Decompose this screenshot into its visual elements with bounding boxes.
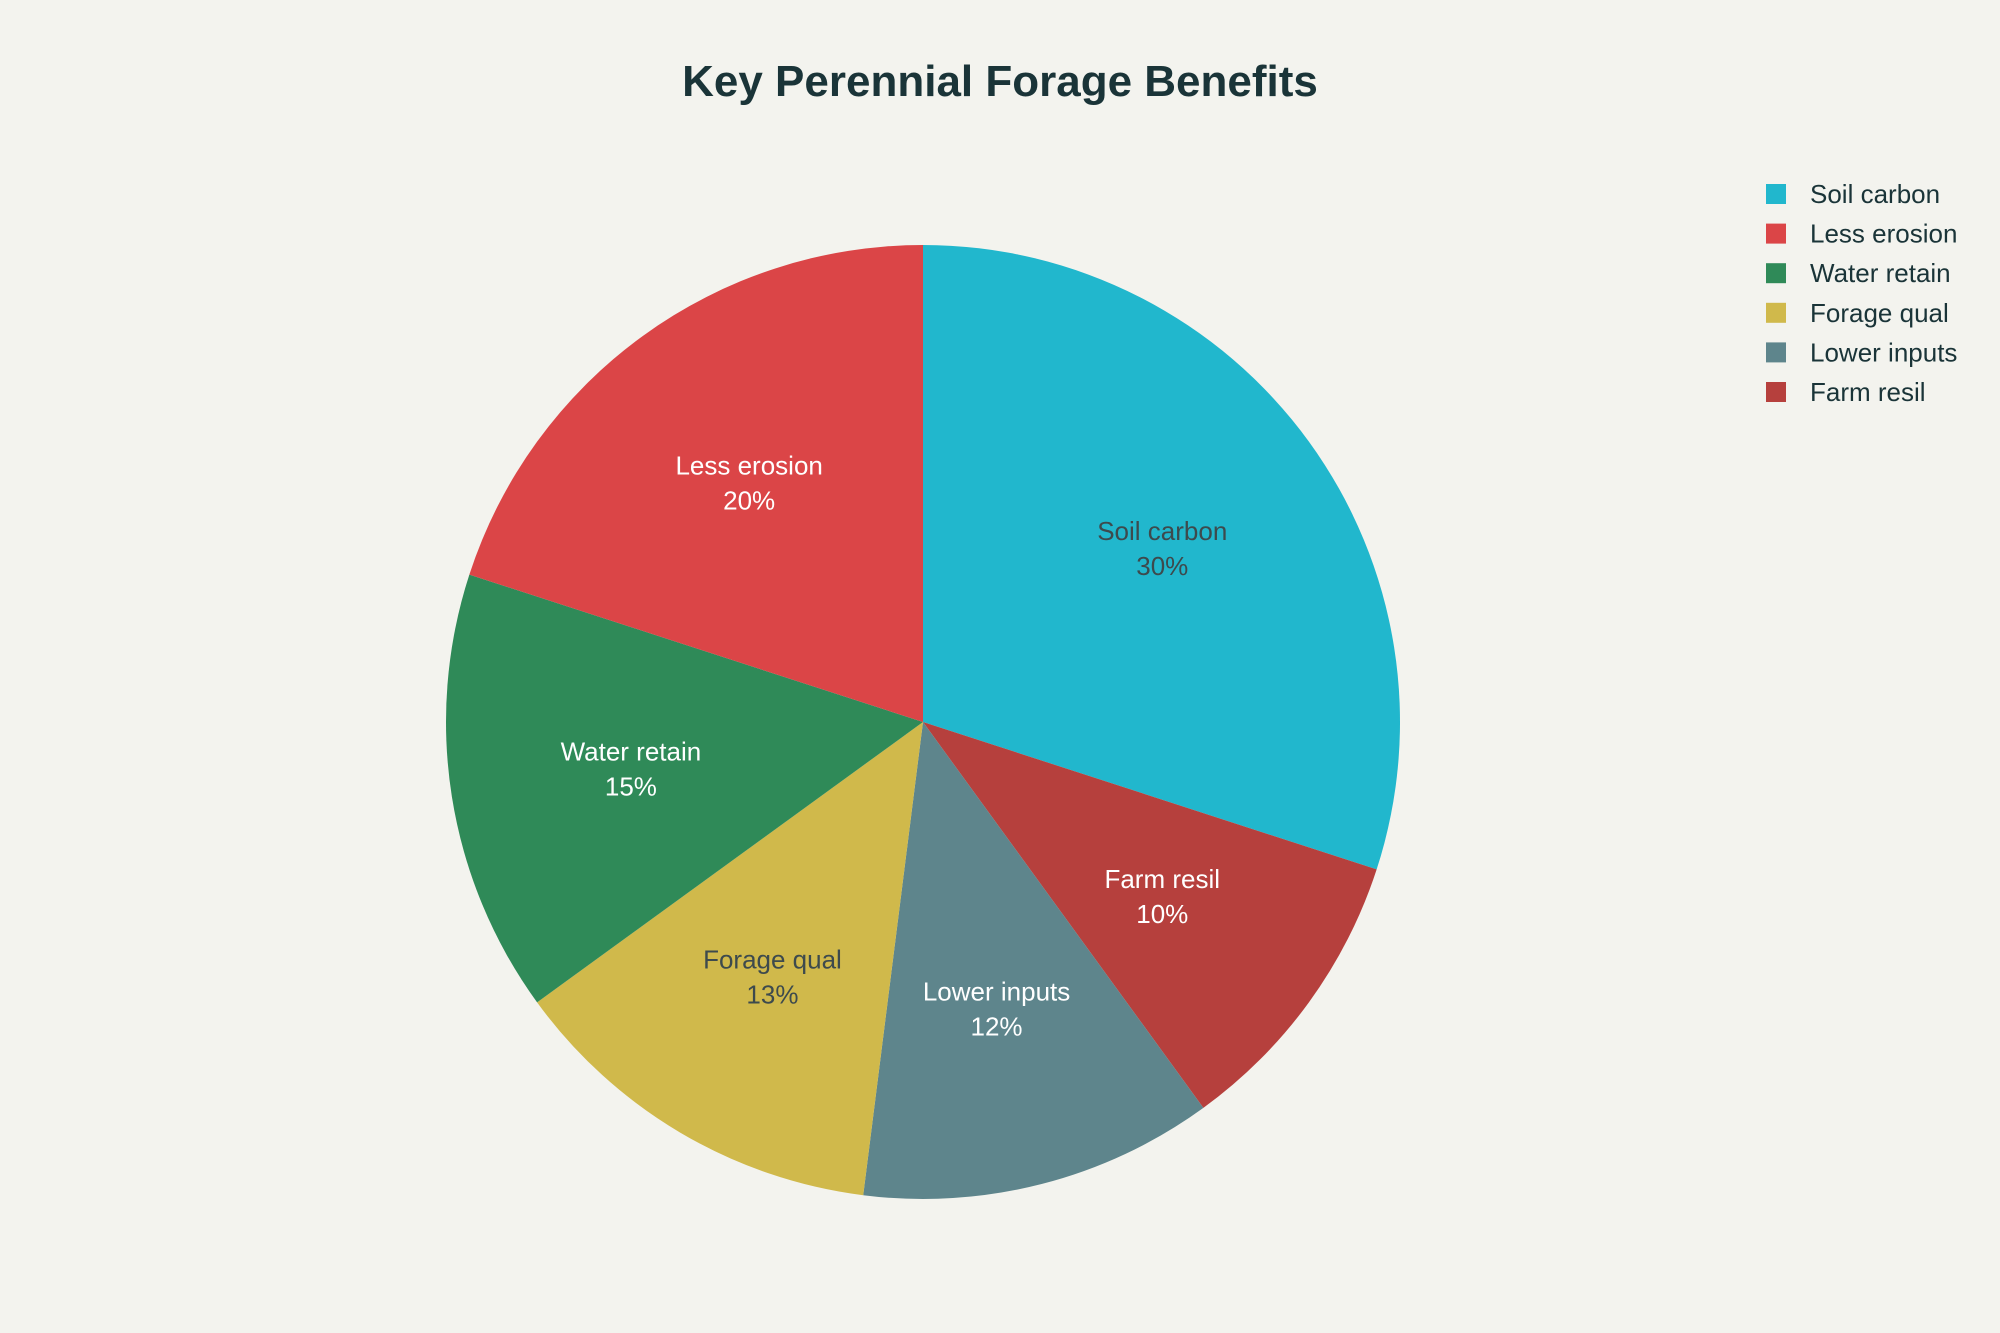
legend-item-soil-carbon[interactable]: Soil carbon [1766,179,1940,209]
legend-item-lower-inputs[interactable]: Lower inputs [1766,337,1957,367]
slice-labels: Soil carbon 30% Farm resil 10% Lower inputs 1… [561,451,1228,1042]
legend-label: Forage qual [1810,298,1949,328]
legend-swatch [1766,342,1786,363]
pie-slice-soil-carbon [923,245,1400,870]
legend-swatch [1766,184,1786,204]
chart-title: Key Perennial Forage Benefits [682,57,1318,106]
pie-slice-lower-inputs [863,722,1204,1199]
legend-item-farm-resil[interactable]: Farm resil [1766,377,1926,407]
legend-swatch [1766,382,1786,402]
legend-swatch [1766,263,1786,284]
legend-label: Farm resil [1810,377,1926,407]
legend-label: Soil carbon [1810,179,1940,209]
legend-swatch [1766,302,1786,323]
legend-label: Water retain [1810,258,1951,288]
pie-slice-water-retain [445,574,923,1003]
pie-slice-farm-resil [923,722,1377,1108]
legend: Soil carbon Less erosion Water retain Forag… [1766,179,1957,407]
legend-item-water-retain[interactable]: Water retain [1766,258,1951,288]
legend-swatch [1766,223,1786,244]
slice-label-less-erosion: Less erosion 20% [675,451,822,516]
pie-slice-less-erosion [469,245,923,722]
legend-label: Less erosion [1810,219,1957,249]
pie-slices [445,245,1400,1199]
slice-label-farm-resil: Farm resil 10% [1104,864,1220,929]
pie-slice-forage-qual [537,722,923,1196]
legend-item-forage-qual[interactable]: Forage qual [1766,298,1949,328]
legend-label: Lower inputs [1810,337,1957,367]
slice-label-forage-qual: Forage qual 13% [703,945,842,1010]
slice-label-soil-carbon: Soil carbon 30% [1097,516,1227,581]
slice-label-lower-inputs: Lower inputs 12% [923,976,1070,1041]
slice-label-water-retain: Water retain 15% [561,736,702,801]
legend-item-less-erosion[interactable]: Less erosion [1766,219,1957,249]
